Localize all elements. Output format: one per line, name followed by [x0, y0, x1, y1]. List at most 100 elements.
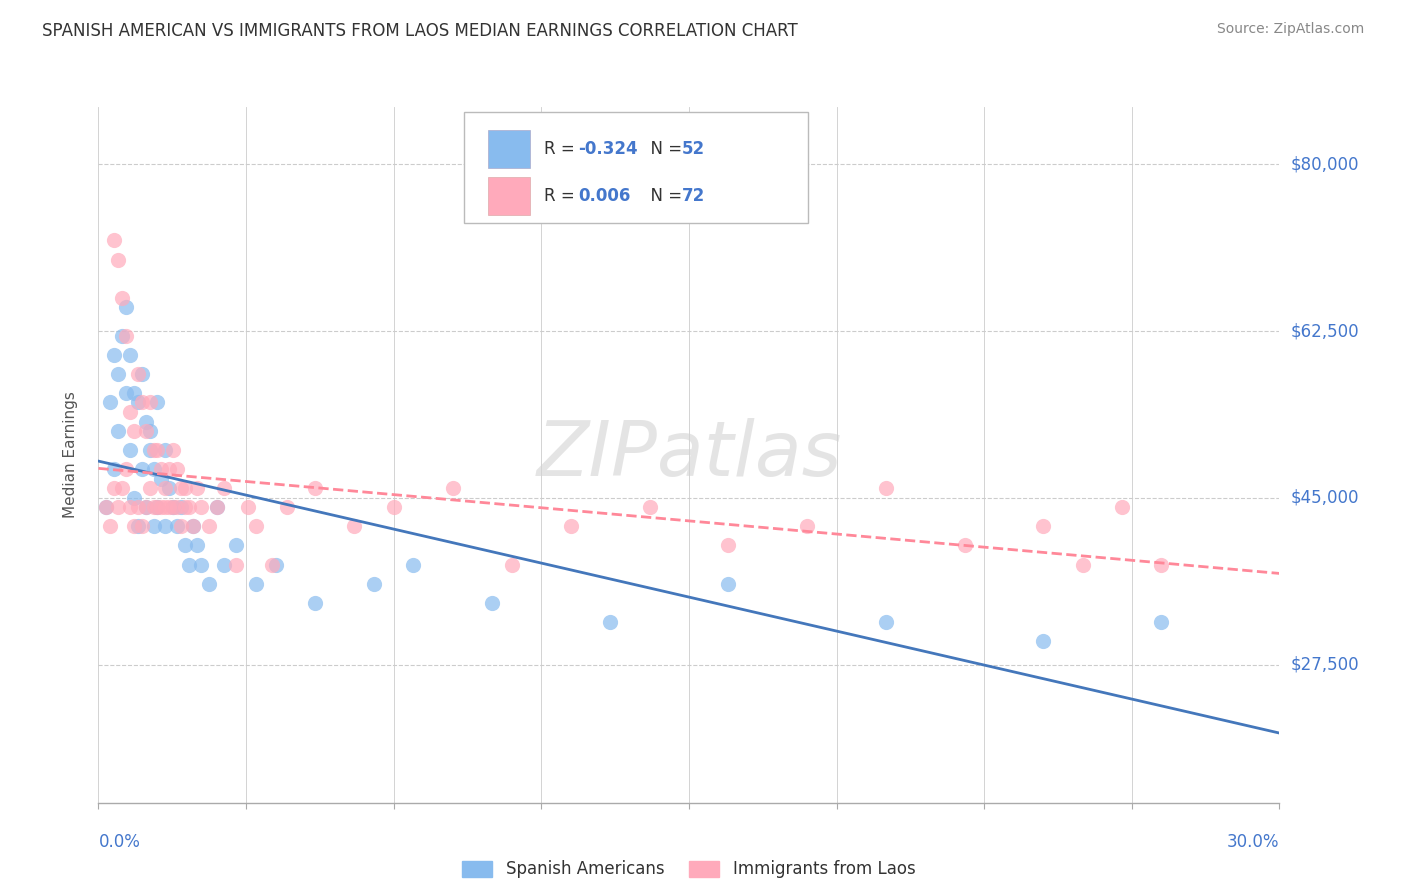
- Point: [177, 558, 200, 572]
- Point: [103, 462, 125, 476]
- Point: [138, 443, 160, 458]
- Point: [177, 500, 200, 515]
- Point: [146, 500, 169, 515]
- Point: [1032, 633, 1054, 648]
- Point: [363, 576, 385, 591]
- Point: [174, 539, 197, 553]
- Point: [157, 500, 180, 515]
- Point: [481, 596, 503, 610]
- Point: [343, 519, 366, 533]
- Text: ZIPatlas: ZIPatlas: [536, 418, 842, 491]
- Point: [96, 500, 118, 515]
- Point: [122, 491, 145, 505]
- Point: [181, 519, 204, 533]
- Point: [150, 462, 173, 476]
- Point: [276, 500, 298, 515]
- Point: [122, 424, 145, 438]
- Point: [142, 519, 165, 533]
- Point: [146, 443, 169, 458]
- Point: [205, 500, 228, 515]
- Point: [138, 395, 160, 409]
- Point: [107, 424, 129, 438]
- Point: [214, 558, 236, 572]
- Point: [135, 500, 157, 515]
- Text: R =: R =: [544, 140, 581, 158]
- Point: [245, 519, 267, 533]
- Point: [122, 386, 145, 401]
- Point: [115, 300, 138, 314]
- Point: [135, 500, 157, 515]
- Legend: Spanish Americans, Immigrants from Laos: Spanish Americans, Immigrants from Laos: [456, 854, 922, 885]
- Text: SPANISH AMERICAN VS IMMIGRANTS FROM LAOS MEDIAN EARNINGS CORRELATION CHART: SPANISH AMERICAN VS IMMIGRANTS FROM LAOS…: [42, 22, 799, 40]
- Point: [150, 472, 173, 486]
- Point: [138, 424, 160, 438]
- Point: [1071, 558, 1094, 572]
- Point: [118, 348, 141, 362]
- Point: [170, 519, 193, 533]
- Point: [186, 539, 208, 553]
- Point: [155, 500, 177, 515]
- Point: [170, 500, 193, 515]
- Text: $80,000: $80,000: [1291, 155, 1360, 173]
- Point: [560, 519, 582, 533]
- Point: [127, 519, 149, 533]
- Point: [304, 596, 326, 610]
- Point: [127, 500, 149, 515]
- Y-axis label: Median Earnings: Median Earnings: [63, 392, 77, 518]
- Point: [155, 481, 177, 495]
- Point: [1111, 500, 1133, 515]
- Point: [599, 615, 621, 629]
- Point: [174, 500, 197, 515]
- Point: [115, 462, 138, 476]
- Point: [157, 462, 180, 476]
- Point: [157, 481, 180, 495]
- Point: [142, 462, 165, 476]
- Point: [382, 500, 405, 515]
- Text: R =: R =: [544, 187, 581, 205]
- Point: [111, 328, 134, 343]
- Point: [118, 500, 141, 515]
- Text: 0.0%: 0.0%: [98, 833, 141, 851]
- Point: [111, 291, 134, 305]
- Point: [197, 576, 219, 591]
- Text: $27,500: $27,500: [1291, 656, 1360, 673]
- Text: N =: N =: [640, 140, 688, 158]
- Point: [146, 395, 169, 409]
- Point: [214, 481, 236, 495]
- Point: [875, 481, 897, 495]
- Point: [155, 519, 177, 533]
- Point: [107, 367, 129, 381]
- Point: [304, 481, 326, 495]
- Text: $62,500: $62,500: [1291, 322, 1360, 340]
- Point: [127, 395, 149, 409]
- Point: [155, 443, 177, 458]
- Point: [225, 539, 247, 553]
- Point: [162, 500, 184, 515]
- Point: [717, 576, 740, 591]
- Point: [796, 519, 818, 533]
- Point: [111, 481, 134, 495]
- Point: [142, 443, 165, 458]
- Point: [98, 519, 121, 533]
- Point: [131, 367, 153, 381]
- Point: [127, 367, 149, 381]
- Point: [1150, 615, 1173, 629]
- Text: 30.0%: 30.0%: [1227, 833, 1279, 851]
- Point: [174, 481, 197, 495]
- Point: [953, 539, 976, 553]
- Point: [875, 615, 897, 629]
- Point: [131, 462, 153, 476]
- Text: 0.006: 0.006: [578, 187, 630, 205]
- Point: [501, 558, 523, 572]
- Point: [98, 395, 121, 409]
- Point: [103, 348, 125, 362]
- Point: [115, 386, 138, 401]
- Text: 52: 52: [682, 140, 704, 158]
- Text: N =: N =: [640, 187, 688, 205]
- Point: [122, 519, 145, 533]
- Point: [107, 500, 129, 515]
- Point: [1150, 558, 1173, 572]
- Point: [717, 539, 740, 553]
- Point: [260, 558, 283, 572]
- Text: $45,000: $45,000: [1291, 489, 1360, 507]
